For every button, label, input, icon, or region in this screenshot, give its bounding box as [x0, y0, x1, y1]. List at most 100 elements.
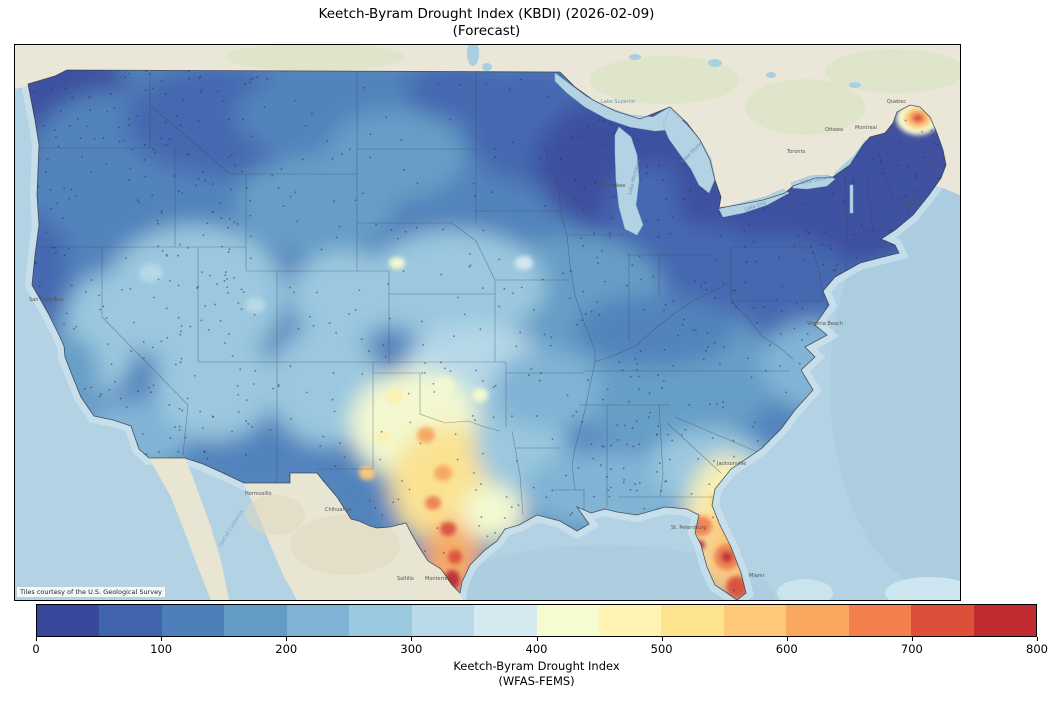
station-dot [207, 329, 210, 331]
station-dot [74, 195, 77, 197]
station-dot [380, 430, 383, 433]
station-dot [181, 409, 184, 412]
station-dot [806, 230, 809, 233]
station-dot [37, 185, 40, 188]
station-dot [339, 442, 341, 444]
station-dot [503, 288, 506, 290]
station-dot [105, 317, 108, 320]
kbdi-blob [245, 297, 265, 313]
station-dot [185, 153, 188, 156]
station-dot [56, 202, 58, 205]
station-dot [602, 445, 605, 448]
station-dot [145, 453, 148, 456]
station-dot [583, 186, 586, 189]
station-dot [621, 369, 624, 372]
station-dot [734, 289, 737, 292]
station-dot [239, 368, 242, 371]
station-dot [659, 462, 661, 465]
station-dot [733, 589, 735, 592]
station-dot [177, 254, 180, 257]
station-dot [572, 198, 575, 200]
station-dot [277, 187, 280, 189]
station-dot [472, 182, 475, 185]
station-dot [637, 163, 640, 166]
station-dot [195, 287, 198, 289]
station-dot [179, 361, 182, 364]
station-dot [340, 153, 343, 155]
station-dot [744, 246, 747, 248]
station-dot [85, 125, 88, 128]
station-dot [601, 143, 604, 146]
station-dot [164, 93, 167, 95]
station-dot [89, 95, 92, 98]
station-dot [530, 368, 533, 371]
bahamas-bank [777, 579, 833, 600]
station-dot [45, 171, 47, 173]
station-dot [108, 389, 111, 391]
station-dot [471, 414, 474, 417]
station-dot [639, 179, 641, 182]
station-dot [551, 489, 554, 492]
station-dot [263, 106, 266, 108]
colorbar-segment [723, 605, 787, 636]
station-dot [543, 333, 546, 336]
station-dot [712, 516, 714, 519]
station-dot [159, 137, 162, 140]
station-dot [333, 200, 336, 203]
station-dot [187, 153, 190, 155]
station-dot [914, 173, 917, 176]
colorbar-segment [786, 605, 849, 636]
station-dot [206, 222, 209, 225]
station-dot [51, 246, 54, 249]
station-dot [151, 194, 154, 197]
station-dot [49, 188, 52, 191]
station-dot [704, 281, 707, 284]
station-dot [32, 91, 35, 93]
station-dot [252, 77, 255, 80]
station-dot [520, 286, 523, 289]
kbdi-blob [155, 330, 275, 440]
station-dot [519, 78, 522, 81]
station-dot [245, 399, 248, 402]
station-dot [672, 300, 675, 303]
station-dot [137, 390, 139, 393]
kbdi-blob [515, 256, 533, 270]
station-dot [622, 481, 625, 484]
tick-label: 600 [775, 642, 798, 656]
station-dot [657, 374, 659, 377]
station-dot [432, 382, 435, 385]
station-dot [57, 145, 60, 148]
station-dot [226, 278, 228, 280]
station-dot [301, 158, 304, 161]
station-dot [532, 486, 535, 489]
station-dot [482, 380, 484, 382]
station-dot [114, 380, 117, 383]
station-dot [645, 172, 648, 175]
station-dot [282, 205, 285, 208]
station-dot [593, 232, 596, 235]
station-dot [369, 133, 372, 136]
station-dot [627, 400, 630, 403]
station-dot [38, 285, 41, 288]
station-dot [293, 291, 295, 294]
station-dot [625, 126, 628, 129]
station-dot [110, 363, 113, 366]
station-dot [914, 176, 917, 179]
kbdi-blob [359, 466, 375, 480]
station-dot [538, 379, 541, 382]
station-dot [468, 266, 471, 268]
station-dot [182, 98, 185, 101]
station-dot [289, 195, 292, 198]
station-dot [634, 483, 636, 485]
station-dot [201, 271, 203, 274]
station-dot [657, 219, 660, 222]
station-dot [304, 125, 307, 128]
station-dot [54, 251, 57, 254]
station-dot [223, 280, 226, 282]
station-dot [63, 323, 65, 326]
station-dot [174, 426, 176, 429]
station-dot [415, 226, 418, 229]
station-dot [361, 373, 364, 376]
station-dot [680, 433, 683, 436]
